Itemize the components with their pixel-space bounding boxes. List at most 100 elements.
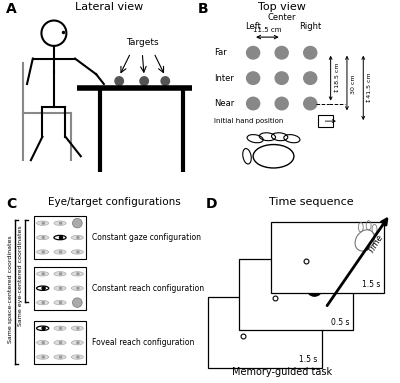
Circle shape xyxy=(77,251,79,253)
Text: Same space-centered coordinates: Same space-centered coordinates xyxy=(8,235,14,343)
Text: Near: Near xyxy=(214,99,235,108)
Circle shape xyxy=(42,342,44,344)
Text: Constant gaze configuration: Constant gaze configuration xyxy=(92,233,201,242)
Text: D: D xyxy=(206,197,218,211)
Circle shape xyxy=(275,72,288,84)
Circle shape xyxy=(42,251,44,253)
Circle shape xyxy=(77,356,79,358)
Ellipse shape xyxy=(36,300,49,305)
Circle shape xyxy=(246,46,260,59)
Text: Inter: Inter xyxy=(214,74,234,83)
Circle shape xyxy=(42,327,45,330)
Text: Time sequence: Time sequence xyxy=(270,197,354,207)
Text: Far: Far xyxy=(214,48,227,57)
Text: Initial hand position: Initial hand position xyxy=(214,118,284,124)
Ellipse shape xyxy=(71,355,84,359)
Ellipse shape xyxy=(54,236,66,240)
Text: ↕41.5 cm: ↕41.5 cm xyxy=(367,73,372,103)
Text: Memory-guided task: Memory-guided task xyxy=(232,367,332,377)
Circle shape xyxy=(115,77,124,85)
Text: 1.5 s: 1.5 s xyxy=(299,355,318,364)
Text: Targets: Targets xyxy=(126,38,158,47)
Circle shape xyxy=(42,287,45,290)
Ellipse shape xyxy=(36,272,49,276)
Ellipse shape xyxy=(36,236,49,240)
Text: C: C xyxy=(6,197,16,211)
Circle shape xyxy=(304,72,317,84)
Circle shape xyxy=(77,237,79,239)
Text: 0.5 s: 0.5 s xyxy=(330,318,349,327)
Ellipse shape xyxy=(71,250,84,254)
Text: Left: Left xyxy=(245,22,261,31)
Ellipse shape xyxy=(71,286,84,290)
Text: Center: Center xyxy=(268,13,296,22)
Circle shape xyxy=(60,287,62,289)
Text: Constant reach configuration: Constant reach configuration xyxy=(92,284,204,293)
Ellipse shape xyxy=(54,272,66,276)
Text: Right: Right xyxy=(299,22,321,31)
Ellipse shape xyxy=(36,326,49,331)
Circle shape xyxy=(60,222,62,224)
Ellipse shape xyxy=(54,221,66,225)
Bar xyxy=(318,115,333,127)
Circle shape xyxy=(60,342,62,344)
Ellipse shape xyxy=(71,340,84,345)
Ellipse shape xyxy=(36,250,49,254)
Ellipse shape xyxy=(71,272,84,276)
Bar xyxy=(34,267,86,310)
Circle shape xyxy=(161,77,170,85)
Circle shape xyxy=(304,46,317,59)
Text: 30 cm: 30 cm xyxy=(351,74,356,94)
Circle shape xyxy=(42,222,44,224)
Text: Time: Time xyxy=(367,233,386,255)
Ellipse shape xyxy=(54,300,66,305)
Circle shape xyxy=(60,327,62,329)
Circle shape xyxy=(42,273,44,275)
Circle shape xyxy=(42,302,44,304)
Bar xyxy=(34,216,86,259)
Circle shape xyxy=(275,97,288,110)
Text: 11.5 cm: 11.5 cm xyxy=(253,27,282,33)
Circle shape xyxy=(60,356,62,358)
Ellipse shape xyxy=(36,286,49,290)
Circle shape xyxy=(140,77,148,85)
Ellipse shape xyxy=(54,340,66,345)
Circle shape xyxy=(42,237,44,239)
Text: Foveal reach configuration: Foveal reach configuration xyxy=(92,338,194,347)
Ellipse shape xyxy=(54,326,66,331)
Text: Top view: Top view xyxy=(258,2,306,12)
Ellipse shape xyxy=(36,355,49,359)
Ellipse shape xyxy=(72,298,82,308)
Text: Eye/target configurations: Eye/target configurations xyxy=(48,197,181,207)
Text: ↕18.5 cm: ↕18.5 cm xyxy=(335,63,340,93)
Circle shape xyxy=(60,251,62,253)
Bar xyxy=(271,222,384,293)
Circle shape xyxy=(246,72,260,84)
Circle shape xyxy=(304,97,317,110)
Ellipse shape xyxy=(54,250,66,254)
Circle shape xyxy=(77,327,79,329)
Ellipse shape xyxy=(71,236,84,240)
Ellipse shape xyxy=(36,221,49,225)
Circle shape xyxy=(42,356,44,358)
Circle shape xyxy=(77,273,79,275)
Text: Same eye-centered coordinates: Same eye-centered coordinates xyxy=(18,226,24,326)
Circle shape xyxy=(77,287,79,289)
Text: A: A xyxy=(6,2,17,16)
Ellipse shape xyxy=(72,218,82,228)
Text: Lateral view: Lateral view xyxy=(76,2,144,12)
Circle shape xyxy=(246,97,260,110)
Ellipse shape xyxy=(54,286,66,290)
Circle shape xyxy=(60,302,62,304)
Bar xyxy=(208,297,322,368)
Circle shape xyxy=(77,342,79,344)
Bar xyxy=(34,321,86,364)
Bar xyxy=(239,259,353,331)
Circle shape xyxy=(275,46,288,59)
Ellipse shape xyxy=(71,326,84,331)
Ellipse shape xyxy=(54,355,66,359)
Text: B: B xyxy=(198,2,209,16)
Text: 1.5 s: 1.5 s xyxy=(362,280,380,289)
Circle shape xyxy=(60,273,62,275)
Ellipse shape xyxy=(36,340,49,345)
